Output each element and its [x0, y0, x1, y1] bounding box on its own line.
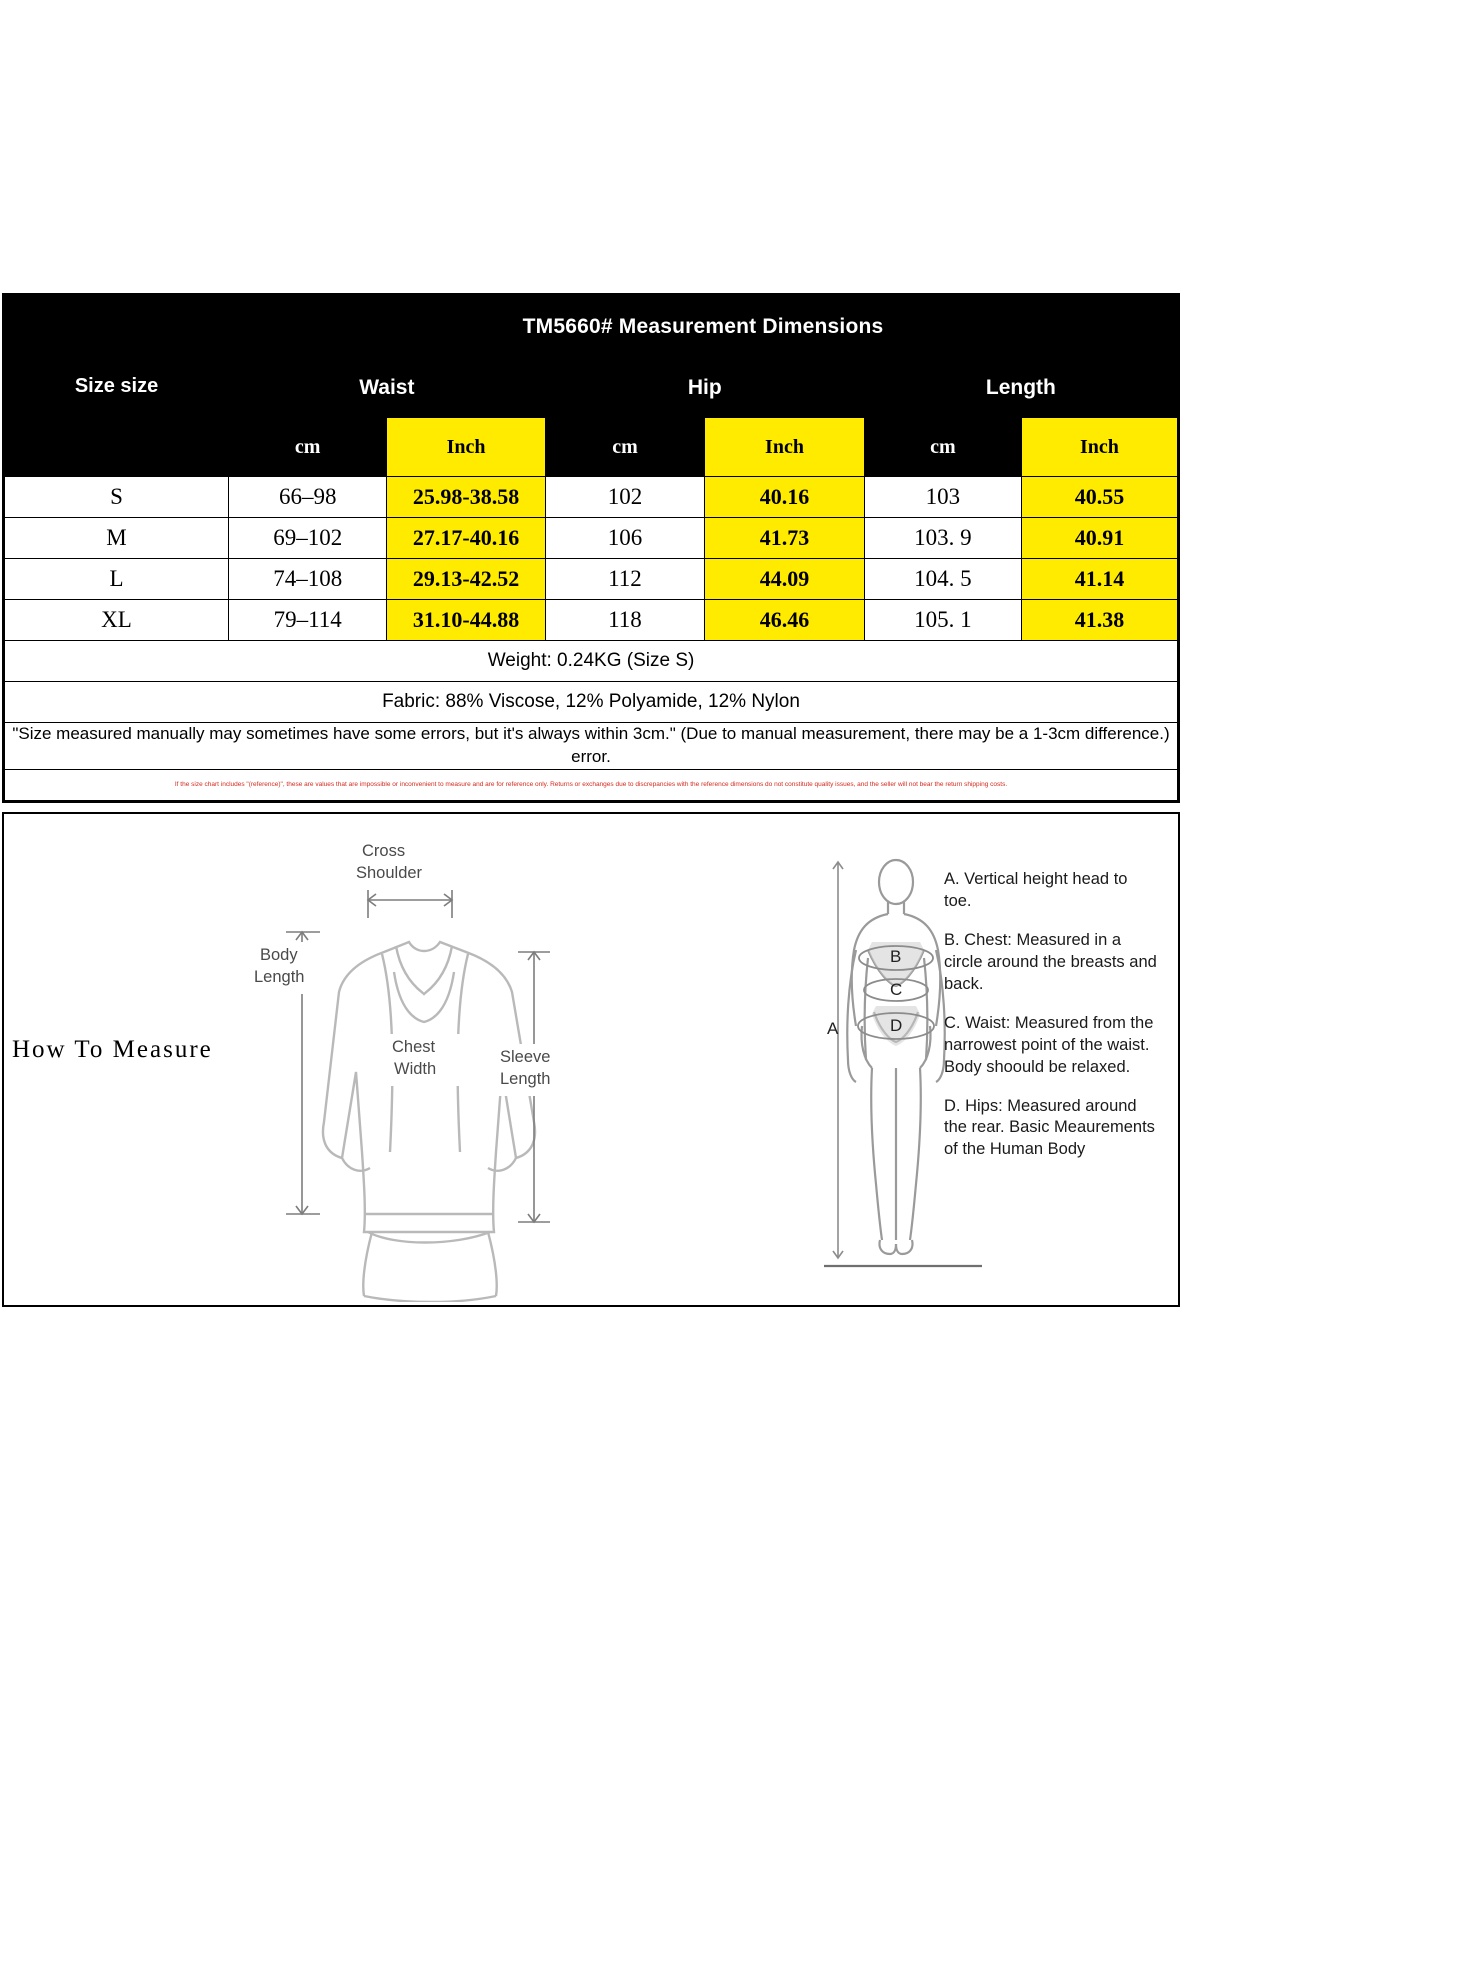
cell-waist-inch: 27.17-40.16 [386, 517, 546, 559]
table-group-row: Waist Hip Length [5, 358, 1179, 418]
cell-length-inch: 40.55 [1020, 476, 1179, 518]
cell-size: L [3, 558, 230, 600]
body-letter-a: A [827, 1019, 839, 1038]
size-chart-table-container: Size size TM5660# Measurement Dimensions… [2, 293, 1180, 803]
cell-waist-cm: 69–102 [228, 517, 388, 559]
unit-header-waist-inch: Inch [386, 417, 546, 477]
cell-length-cm: 103. 9 [863, 517, 1022, 559]
legend-item-c: C. Waist: Measured from the narrowest po… [944, 1013, 1154, 1076]
label-chest-width-line1: Chest [392, 1038, 436, 1056]
table-row: S 66–98 25.98-38.58 102 40.16 103 40.55 [3, 476, 1179, 518]
cell-hip-cm: 102 [544, 476, 706, 518]
cell-length-inch: 41.14 [1020, 558, 1179, 600]
cell-size: XL [3, 599, 230, 641]
measure-note-row: "Size measured manually may sometimes ha… [4, 722, 1178, 770]
table-row: XL 79–114 31.10-44.88 118 46.46 105. 1 4… [3, 599, 1179, 641]
cell-hip-cm: 112 [544, 558, 706, 600]
size-column-header: Size size [3, 295, 230, 477]
measure-note-text: "Size measured manually may sometimes ha… [4, 722, 1178, 770]
cell-waist-cm: 79–114 [228, 599, 388, 641]
garment-diagram-svg: Cross Shoulder Body Length Chest Width S… [254, 838, 592, 1302]
legend-item-a: A. Vertical height head to toe. [944, 870, 1128, 910]
fabric-text: Fabric: 88% Viscose, 12% Polyamide, 12% … [4, 681, 1178, 723]
cell-waist-inch: 31.10-44.88 [386, 599, 546, 641]
label-body-length-line1: Body [260, 946, 298, 964]
unit-header-waist-cm: cm [228, 417, 388, 477]
unit-header-length-inch: Inch [1020, 417, 1179, 477]
garment-diagram: Cross Shoulder Body Length Chest Width S… [244, 822, 604, 1302]
weight-text: Weight: 0.24KG (Size S) [4, 640, 1178, 682]
group-header-waist: Waist [228, 358, 546, 418]
label-sleeve-length-line2: Length [500, 1070, 550, 1088]
cell-size: M [3, 517, 230, 559]
red-disclaimer-row: If the size chart includes "(reference)"… [4, 768, 1178, 801]
cell-hip-cm: 118 [544, 599, 706, 641]
body-measure-legend: A. Vertical height head to toe. B. Chest… [944, 869, 1159, 1178]
cell-hip-inch: 46.46 [704, 599, 865, 641]
weight-row: Weight: 0.24KG (Size S) [4, 640, 1178, 682]
cell-length-inch: 40.91 [1020, 517, 1179, 559]
body-letter-b: B [890, 947, 901, 966]
cell-hip-inch: 41.73 [704, 517, 865, 559]
cell-waist-cm: 66–98 [228, 476, 388, 518]
table-unit-row: cm Inch cm Inch cm Inch [5, 417, 1179, 477]
cell-hip-inch: 44.09 [704, 558, 865, 600]
table-row: M 69–102 27.17-40.16 106 41.73 103. 9 40… [3, 517, 1179, 559]
cell-length-cm: 103 [863, 476, 1022, 518]
label-cross-shoulder-line1: Cross [362, 842, 405, 860]
how-to-measure-section: How To Measure [2, 812, 1180, 1307]
body-diagram-svg: A B C D [824, 858, 982, 1268]
unit-header-length-cm: cm [863, 417, 1022, 477]
group-header-hip: Hip [544, 358, 865, 418]
chart-title: TM5660# Measurement Dimensions [228, 295, 1178, 359]
cell-length-inch: 41.38 [1020, 599, 1179, 641]
table-title-row: Size size TM5660# Measurement Dimensions [3, 295, 1178, 477]
cell-waist-inch: 29.13-42.52 [386, 558, 546, 600]
unit-header-hip-cm: cm [544, 417, 706, 477]
legend-item-b: B. Chest: Measured in a circle around th… [944, 930, 1157, 993]
body-diagram: A B C D [824, 854, 984, 1274]
red-disclaimer-text: If the size chart includes "(reference)"… [4, 768, 1178, 801]
table-row: L 74–108 29.13-42.52 112 44.09 104. 5 41… [3, 558, 1179, 600]
cell-hip-cm: 106 [544, 517, 706, 559]
cell-length-cm: 105. 1 [863, 599, 1022, 641]
label-body-length-line2: Length [254, 968, 304, 986]
cell-hip-inch: 40.16 [704, 476, 865, 518]
label-chest-width-line2: Width [394, 1060, 436, 1078]
label-cross-shoulder-line2: Shoulder [356, 864, 423, 882]
cell-size: S [3, 476, 230, 518]
fabric-row: Fabric: 88% Viscose, 12% Polyamide, 12% … [4, 681, 1178, 723]
cell-length-cm: 104. 5 [863, 558, 1022, 600]
cell-waist-cm: 74–108 [228, 558, 388, 600]
unit-header-hip-inch: Inch [704, 417, 865, 477]
cell-waist-inch: 25.98-38.58 [386, 476, 546, 518]
label-sleeve-length-line1: Sleeve [500, 1048, 550, 1066]
body-letter-c: C [890, 980, 902, 999]
legend-item-d: D. Hips: Measured around the rear. Basic… [944, 1096, 1155, 1159]
size-chart-table: Size size TM5660# Measurement Dimensions… [3, 295, 1179, 801]
group-header-length: Length [863, 358, 1179, 418]
how-to-measure-label: How To Measure [12, 1036, 213, 1063]
body-letter-d: D [890, 1016, 902, 1035]
